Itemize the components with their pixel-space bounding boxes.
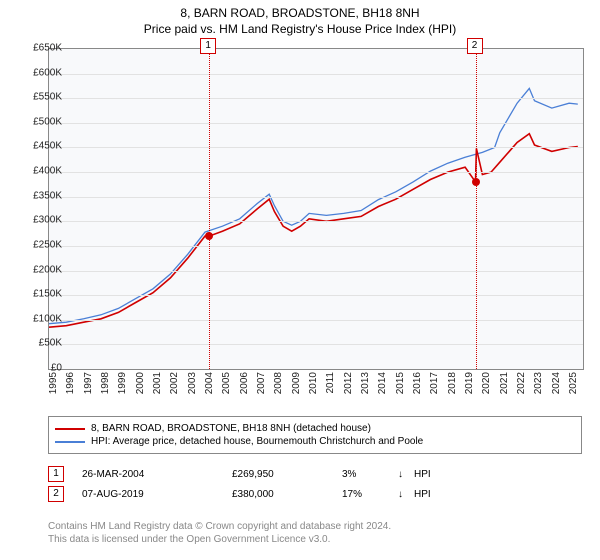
x-axis-tick: 2024: [551, 372, 562, 394]
sale-hpi-label: HPI: [414, 469, 431, 480]
chart-svg: [49, 49, 583, 369]
x-axis-tick: 2015: [395, 372, 406, 394]
series-line: [49, 134, 578, 328]
x-axis-tick: 1996: [65, 372, 76, 394]
x-axis-tick: 2012: [343, 372, 354, 394]
sales-row: 2 07-AUG-2019 £380,000 17% ↓ HPI: [48, 486, 582, 502]
sale-price: £269,950: [232, 469, 342, 480]
legend-swatch: [55, 428, 85, 430]
legend-label: HPI: Average price, detached house, Bour…: [91, 436, 423, 447]
sale-pct: 3%: [342, 469, 398, 480]
gridline: [49, 344, 583, 345]
x-axis-tick: 2011: [325, 372, 336, 394]
sale-hpi-label: HPI: [414, 489, 431, 500]
sale-point-icon: [205, 232, 213, 240]
x-axis-tick: 2001: [152, 372, 163, 394]
x-axis-tick: 2006: [239, 372, 250, 394]
y-axis-tick: £150K: [18, 289, 62, 300]
y-axis-tick: £100K: [18, 313, 62, 324]
legend-row: 8, BARN ROAD, BROADSTONE, BH18 8NH (deta…: [55, 423, 575, 434]
title-main: 8, BARN ROAD, BROADSTONE, BH18 8NH: [0, 6, 600, 20]
y-axis-tick: £250K: [18, 239, 62, 250]
gridline: [49, 74, 583, 75]
y-axis-tick: £350K: [18, 190, 62, 201]
x-axis-tick: 2021: [499, 372, 510, 394]
footer-line: Contains HM Land Registry data © Crown c…: [48, 520, 582, 533]
x-axis-tick: 2005: [221, 372, 232, 394]
sales-table: 1 26-MAR-2004 £269,950 3% ↓ HPI 2 07-AUG…: [48, 462, 582, 506]
legend-row: HPI: Average price, detached house, Bour…: [55, 436, 575, 447]
x-axis-tick: 2010: [308, 372, 319, 394]
x-axis-tick: 2018: [447, 372, 458, 394]
gridline: [49, 246, 583, 247]
sale-date: 07-AUG-2019: [82, 489, 232, 500]
sale-pct: 17%: [342, 489, 398, 500]
sale-marker-icon: 2: [48, 486, 64, 502]
sale-price: £380,000: [232, 489, 342, 500]
arrow-down-icon: ↓: [398, 469, 414, 480]
x-axis-tick: 2009: [291, 372, 302, 394]
x-axis-tick: 2013: [360, 372, 371, 394]
x-axis-tick: 1999: [117, 372, 128, 394]
x-axis-tick: 2004: [204, 372, 215, 394]
x-axis-tick: 2023: [533, 372, 544, 394]
y-axis-tick: £450K: [18, 141, 62, 152]
x-axis-tick: 2016: [412, 372, 423, 394]
x-axis-tick: 2008: [273, 372, 284, 394]
x-axis-tick: 1998: [100, 372, 111, 394]
x-axis-tick: 2002: [169, 372, 180, 394]
chart-container: 8, BARN ROAD, BROADSTONE, BH18 8NH Price…: [0, 0, 600, 560]
gridline: [49, 197, 583, 198]
gridline: [49, 271, 583, 272]
footer-line: This data is licensed under the Open Gov…: [48, 533, 582, 546]
gridline: [49, 172, 583, 173]
sale-date: 26-MAR-2004: [82, 469, 232, 480]
plot-area: [48, 48, 584, 370]
legend-swatch: [55, 441, 85, 443]
x-axis-tick: 2000: [135, 372, 146, 394]
y-axis-tick: £650K: [18, 43, 62, 54]
x-axis-tick: 2014: [377, 372, 388, 394]
title-block: 8, BARN ROAD, BROADSTONE, BH18 8NH Price…: [0, 0, 600, 36]
title-sub: Price paid vs. HM Land Registry's House …: [0, 22, 600, 36]
y-axis-tick: £550K: [18, 92, 62, 103]
y-axis-tick: £500K: [18, 116, 62, 127]
gridline: [49, 221, 583, 222]
sale-marker-vline: [476, 49, 477, 369]
x-axis-tick: 2003: [187, 372, 198, 394]
gridline: [49, 147, 583, 148]
gridline: [49, 295, 583, 296]
y-axis-tick: £200K: [18, 264, 62, 275]
gridline: [49, 98, 583, 99]
sale-marker-box: 2: [467, 38, 483, 54]
legend-label: 8, BARN ROAD, BROADSTONE, BH18 8NH (deta…: [91, 423, 371, 434]
sales-row: 1 26-MAR-2004 £269,950 3% ↓ HPI: [48, 466, 582, 482]
legend: 8, BARN ROAD, BROADSTONE, BH18 8NH (deta…: [48, 416, 582, 454]
x-axis-tick: 1997: [83, 372, 94, 394]
x-axis-tick: 2007: [256, 372, 267, 394]
footer: Contains HM Land Registry data © Crown c…: [48, 520, 582, 546]
sale-marker-icon: 1: [48, 466, 64, 482]
x-axis-tick: 2019: [464, 372, 475, 394]
x-axis-tick: 2022: [516, 372, 527, 394]
gridline: [49, 123, 583, 124]
y-axis-tick: £300K: [18, 215, 62, 226]
sale-marker-box: 1: [200, 38, 216, 54]
x-axis-tick: 2020: [481, 372, 492, 394]
y-axis-tick: £600K: [18, 67, 62, 78]
y-axis-tick: £50K: [18, 338, 62, 349]
arrow-down-icon: ↓: [398, 489, 414, 500]
gridline: [49, 320, 583, 321]
y-axis-tick: £400K: [18, 166, 62, 177]
x-axis-tick: 1995: [48, 372, 59, 394]
sale-marker-vline: [209, 49, 210, 369]
x-axis-tick: 2017: [429, 372, 440, 394]
x-axis-tick: 2025: [568, 372, 579, 394]
sale-point-icon: [472, 178, 480, 186]
